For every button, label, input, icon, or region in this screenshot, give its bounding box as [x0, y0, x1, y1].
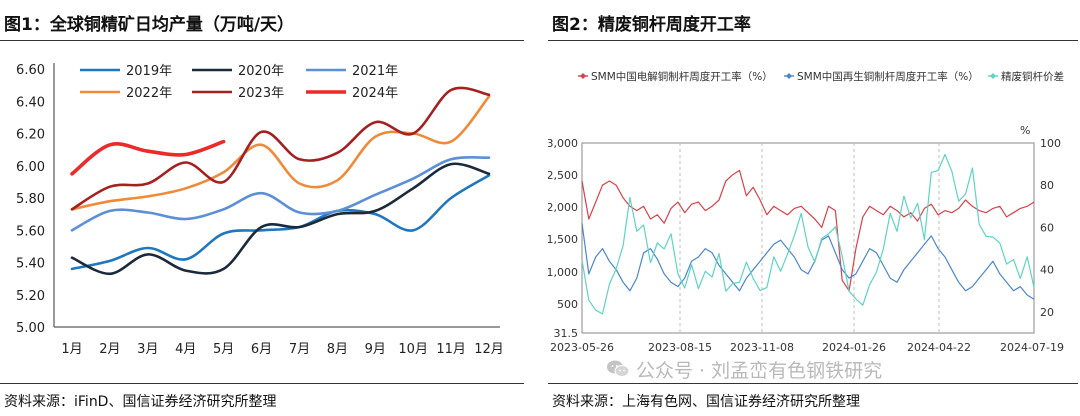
- wechat-watermark: 公众号 · 刘孟峦有色钢铁研究: [606, 356, 882, 382]
- right-top-rule: [548, 40, 1078, 41]
- right-panel: 图2：精废铜杆周度开工率 31.5 500 1,000 1,500 2,000 2,500…: [548, 0, 1080, 416]
- x-tick-label: 4月: [175, 342, 196, 357]
- y-right-tick-label: 20: [1040, 306, 1054, 319]
- series-line-2021年: [70, 156, 491, 232]
- left-bottom-rule: [0, 383, 524, 384]
- x-tick-label: 3月: [137, 342, 158, 357]
- y-left-tick-label: 2,000: [548, 201, 578, 214]
- x-tick-label: 1月: [61, 342, 82, 357]
- x-tick-label: 2023-11-08: [730, 341, 794, 354]
- y-tick-label: 5.80: [16, 192, 45, 207]
- legend-label: 2024年: [352, 86, 398, 101]
- y-tick-label: 6.40: [16, 95, 45, 110]
- legend-label: 精废铜杆价差: [1001, 70, 1064, 83]
- x-tick-label: 2024-04-22: [907, 341, 971, 354]
- left-figure-title: 图1：全球铜精矿日均产量（万吨/天）: [4, 15, 295, 35]
- x-tick-label: 6月: [251, 342, 272, 357]
- x-tick-label: 10月: [398, 342, 428, 357]
- right-figure-title: 图2：精废铜杆周度开工率: [552, 15, 751, 35]
- copper-concentrate-output-chart: 5.00 5.20 5.40 5.60 5.80 6.00 6.20 6.40 6.60 1月 2月…: [16, 63, 504, 357]
- y-right-tick-label: 80: [1040, 179, 1054, 192]
- legend-marker-icon: [786, 73, 792, 79]
- series-line-2023年: [70, 86, 491, 211]
- legend-label: 2023年: [238, 86, 284, 101]
- series-line-2019年: [70, 174, 491, 271]
- series-line: [581, 169, 1035, 292]
- x-tick-label: 2月: [99, 342, 120, 357]
- y-tick-label: 5.20: [16, 289, 45, 304]
- legend-label: 2022年: [126, 86, 172, 101]
- y-tick-label: 6.60: [16, 63, 45, 78]
- legend-label: 2021年: [352, 64, 398, 79]
- y-left-tick-label: 2,500: [548, 169, 578, 182]
- legend-label: 2019年: [126, 64, 172, 79]
- y-right-tick-label: 40: [1040, 264, 1054, 277]
- x-tick-label: 8月: [327, 342, 348, 357]
- series-line-2022年: [70, 95, 491, 211]
- x-tick-label: 9月: [365, 342, 386, 357]
- y-left-tick-label: 31.5: [554, 327, 579, 340]
- y-tick-label: 5.40: [16, 257, 45, 272]
- x-tick-label: 5月: [213, 342, 234, 357]
- right-bottom-rule: [548, 383, 1078, 384]
- legend-label: SMM中国再生铜制杆周度开工率（%）: [797, 70, 979, 83]
- legend-marker-icon: [990, 73, 996, 79]
- y-left-tick-label: 3,000: [548, 137, 578, 150]
- x-tick-label: 12月: [474, 342, 504, 357]
- watermark-text: 公众号 · 刘孟峦有色钢铁研究: [636, 359, 883, 382]
- x-tick-label: 2024-01-26: [822, 341, 886, 354]
- copper-rod-utilization-chart: 31.5 500 1,000 1,500 2,000 2,500 3,000 20 40 60 80…: [548, 70, 1064, 354]
- plot-frame: [581, 142, 1035, 334]
- series-line-2024年: [70, 139, 226, 176]
- legend-label: SMM中国电解铜制杆周度开工率（%）: [591, 70, 773, 83]
- left-panel: 图1：全球铜精矿日均产量（万吨/天） 5.00 5.20 5.40 5.60 5.80 6…: [0, 0, 530, 416]
- series-line-2020年: [70, 162, 491, 276]
- right-axis-unit: %: [1020, 124, 1030, 137]
- y-left-tick-label: 500: [557, 298, 578, 311]
- y-right-tick-label: 60: [1040, 221, 1054, 234]
- y-tick-label: 6.20: [16, 128, 45, 143]
- y-tick-label: 5.00: [16, 321, 45, 336]
- x-tick-label: 11月: [436, 342, 466, 357]
- right-source-note: 资料来源：上海有色网、国信证券经济研究所整理: [552, 394, 860, 410]
- y-tick-label: 5.60: [16, 224, 45, 239]
- series-line: [581, 223, 1035, 300]
- left-source-note: 资料来源：iFinD、国信证券经济研究所整理: [4, 394, 277, 410]
- left-top-rule: [0, 40, 524, 41]
- y-left-tick-label: 1,000: [548, 266, 578, 279]
- wechat-logo-icon: [607, 360, 630, 377]
- series-line: [581, 153, 1035, 315]
- legend-label: 2020年: [238, 64, 284, 79]
- x-tick-label: 2023-05-26: [550, 341, 614, 354]
- y-left-tick-label: 1,500: [548, 233, 578, 246]
- x-tick-label: 7月: [289, 342, 310, 357]
- x-tick-label: 2023-08-15: [648, 341, 712, 354]
- y-tick-label: 6.00: [16, 160, 45, 175]
- x-tick-label: 2024-07-19: [1000, 341, 1064, 354]
- legend-marker-icon: [580, 73, 586, 79]
- y-right-tick-label: 100: [1040, 137, 1061, 150]
